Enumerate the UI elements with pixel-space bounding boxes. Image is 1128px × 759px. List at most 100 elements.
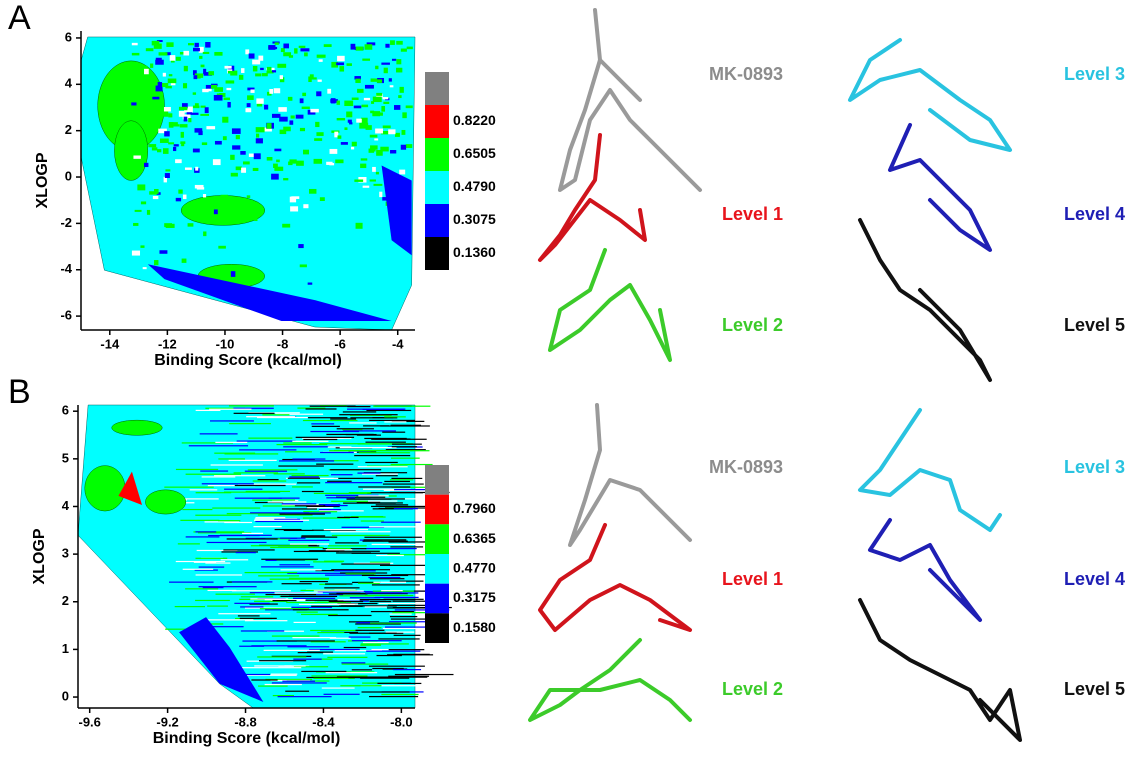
contour-region xyxy=(192,105,200,109)
contour-region xyxy=(328,600,364,603)
contour-region xyxy=(148,144,157,148)
contour-region xyxy=(382,97,389,100)
colorbar-label: 0.4770 xyxy=(453,560,496,576)
contour-region xyxy=(299,580,328,583)
contour-region xyxy=(151,147,158,151)
contour-region xyxy=(370,610,414,613)
contour-region xyxy=(393,508,418,510)
x-tick-label: -8.8 xyxy=(234,714,256,729)
contour-region xyxy=(242,161,250,165)
contour-region xyxy=(293,597,336,599)
contour-region xyxy=(221,551,259,553)
contour-region xyxy=(235,552,256,554)
contour-region xyxy=(374,596,419,599)
molecule-label: Level 5 xyxy=(1064,315,1125,335)
contour-region xyxy=(183,50,190,56)
contour-region xyxy=(391,574,432,576)
contour-region xyxy=(325,583,353,585)
contour-region xyxy=(226,87,232,91)
contour-region xyxy=(259,660,307,662)
contour-region xyxy=(209,420,254,422)
contour-region xyxy=(269,578,329,580)
contour-region xyxy=(345,573,376,575)
contour-region xyxy=(195,531,217,533)
contour-region xyxy=(255,520,304,523)
contour-region xyxy=(241,674,297,676)
contour-region xyxy=(239,449,297,451)
contour-region xyxy=(175,560,226,563)
contour-region xyxy=(165,52,171,56)
contour-region xyxy=(381,62,390,65)
contour-region xyxy=(304,52,308,57)
contour-region xyxy=(253,153,261,160)
contour-region xyxy=(317,79,322,82)
contour-region xyxy=(135,75,144,81)
contour-region xyxy=(269,88,273,94)
contour-region xyxy=(179,617,264,702)
contour-region xyxy=(320,451,354,454)
contour-region xyxy=(357,88,364,93)
contour-region xyxy=(283,178,289,181)
contour-region xyxy=(331,500,368,502)
contour-region xyxy=(302,517,350,519)
contour-region xyxy=(262,414,290,416)
contour-region xyxy=(370,450,430,452)
contour-region xyxy=(382,197,388,201)
contour-region xyxy=(385,631,415,633)
contour-region xyxy=(293,550,339,553)
contour-region xyxy=(313,158,322,164)
colorbar-swatch xyxy=(425,237,449,270)
contour-region xyxy=(347,405,371,408)
contour-region xyxy=(291,474,329,477)
contour-region xyxy=(244,620,288,622)
y-axis-label: XLOGP xyxy=(31,528,48,584)
contour-region xyxy=(368,148,375,153)
contour-region xyxy=(223,491,281,493)
contour-region xyxy=(370,145,378,150)
colorbar-label: 0.4790 xyxy=(453,178,496,194)
contour-region xyxy=(326,497,356,499)
contour-region xyxy=(375,504,409,506)
molecule-label: Level 1 xyxy=(722,569,783,589)
contour-region xyxy=(369,561,391,563)
contour-region xyxy=(385,449,426,451)
contour-region xyxy=(198,46,204,53)
contour-region xyxy=(313,590,364,592)
contour-region xyxy=(380,146,389,152)
colorbar-label: 0.3075 xyxy=(453,211,496,227)
contour-region xyxy=(355,593,408,595)
contour-region xyxy=(265,609,308,611)
contour-region xyxy=(131,102,137,106)
contour-region xyxy=(157,82,163,88)
contour-region xyxy=(186,112,193,115)
contour-region xyxy=(292,609,349,611)
contour-region xyxy=(255,73,262,77)
contour-region xyxy=(366,502,403,504)
contour-region xyxy=(346,111,353,118)
contour-region xyxy=(296,160,304,166)
contour-region xyxy=(295,436,355,438)
contour-region xyxy=(218,613,271,615)
contour-region xyxy=(283,52,292,57)
contour-region xyxy=(181,258,187,263)
contour-region xyxy=(292,458,326,460)
contour-region xyxy=(328,614,372,617)
contour-region xyxy=(283,442,312,444)
contour-region xyxy=(198,586,257,588)
contour-region xyxy=(167,498,219,500)
contour-region xyxy=(286,601,347,604)
contour-region xyxy=(273,473,305,475)
contour-region xyxy=(371,505,426,508)
contour-region xyxy=(137,184,146,191)
contour-region xyxy=(326,547,351,550)
contour-region xyxy=(184,106,193,113)
contour-region xyxy=(195,166,199,171)
contour-region xyxy=(382,431,406,433)
contour-region xyxy=(273,163,278,168)
contour-region xyxy=(185,473,242,475)
contour-region xyxy=(251,679,278,681)
contour-region xyxy=(158,52,168,56)
contour-region xyxy=(370,110,375,114)
contour-region xyxy=(378,602,437,605)
contour-region xyxy=(131,42,138,46)
